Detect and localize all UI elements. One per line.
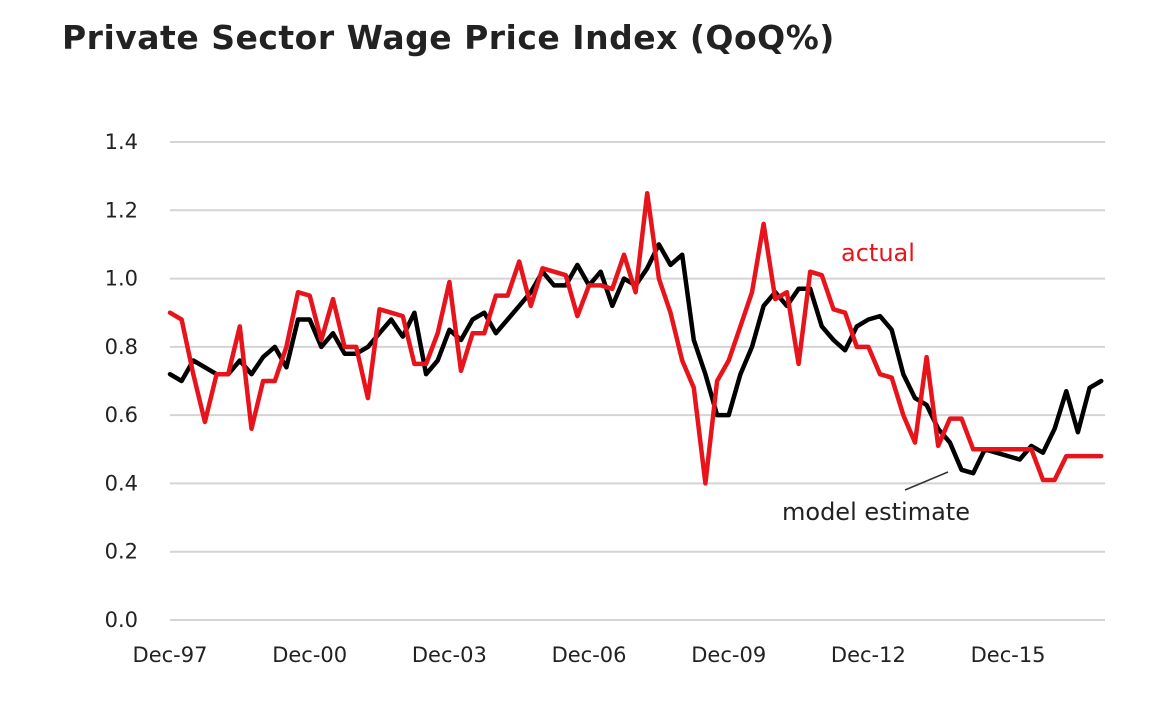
x-tick-label: Dec-09 [691,643,766,667]
y-tick-label: 0.8 [105,335,138,359]
chart-title: Private Sector Wage Price Index (QoQ%) [62,18,835,57]
y-tick-label: 1.4 [105,130,138,154]
x-tick-label: Dec-97 [133,643,208,667]
actual-series-label: actual [841,239,915,267]
gridlines [170,141,1105,621]
y-tick-label: 0.6 [105,403,138,427]
model-estimate-pointer-line [904,471,949,491]
y-tick-label: 1.2 [105,198,138,222]
y-tick-label: 0.0 [105,608,138,632]
x-tick-label: Dec-12 [831,643,906,667]
x-tick-label: Dec-06 [552,643,627,667]
y-tick-label: 0.4 [105,471,138,495]
x-tick-label: Dec-00 [272,643,347,667]
x-tick-label: Dec-15 [971,643,1046,667]
series-lines [167,190,1104,486]
model-estimate-series-label: model estimate [782,498,970,526]
y-tick-label: 0.2 [105,540,138,564]
actual-series-line [167,190,1104,486]
y-tick-label: 1.0 [105,267,138,291]
y-axis-ticks: 0.0 0.2 0.4 0.6 0.8 1.0 1.2 1.4 [105,130,138,632]
x-tick-label: Dec-03 [412,643,487,667]
x-axis-ticks: Dec-97 Dec-00 Dec-03 Dec-06 Dec-09 Dec-12 Dec-… [133,643,1046,667]
